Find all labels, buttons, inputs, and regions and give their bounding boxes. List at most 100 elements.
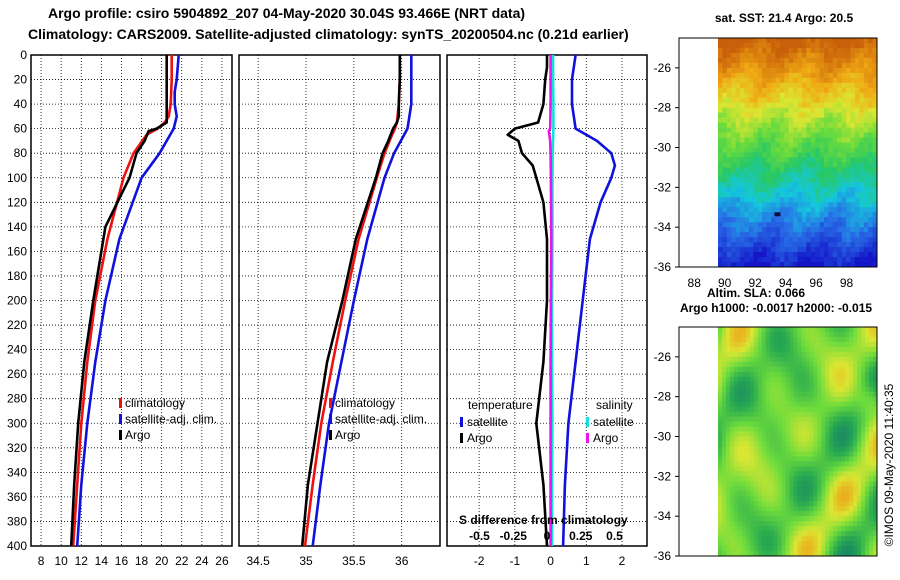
x-tick-label: 34.5	[246, 554, 270, 568]
sla-cell	[785, 501, 791, 507]
sla-cell	[781, 481, 787, 487]
sst-cell	[793, 92, 799, 99]
sst-cell	[806, 112, 812, 119]
sla-cell	[821, 451, 826, 458]
sla-cell	[777, 361, 783, 368]
sst-cell	[722, 107, 728, 114]
sst-cell	[850, 92, 856, 99]
sst-cell	[863, 222, 869, 228]
sla-cell	[837, 526, 842, 532]
sst-cell	[846, 172, 852, 178]
sst-cell	[757, 87, 763, 94]
sla-cell	[733, 356, 739, 363]
sst-cell	[824, 132, 830, 139]
sla-cell	[841, 516, 846, 522]
sst-cell	[863, 67, 869, 74]
sla-cell	[809, 446, 814, 453]
sst-cell	[771, 167, 777, 174]
sla-cell	[825, 541, 830, 547]
sla-cell	[801, 481, 807, 487]
depth-tick-label: 0	[20, 48, 27, 62]
sst-cell	[718, 262, 724, 267]
sst-cell	[837, 137, 843, 144]
sla-cell	[745, 331, 751, 338]
sla-cell	[837, 501, 842, 507]
sst-cell	[797, 102, 803, 109]
sla-cell	[789, 481, 795, 487]
sla-cell	[849, 341, 854, 348]
sla-cell	[753, 466, 759, 472]
sla-cell	[721, 366, 727, 373]
sla-cell	[761, 411, 767, 418]
sla-cell	[761, 401, 767, 408]
sst-cell	[832, 72, 838, 79]
sst-cell	[863, 117, 869, 124]
sst-cell	[824, 172, 830, 178]
sst-cell	[757, 237, 763, 243]
lat-tick-label: -26	[654, 350, 672, 364]
sla-cell	[745, 327, 751, 333]
sla-cell	[737, 471, 743, 477]
sst-cell	[832, 147, 838, 154]
sla-cell	[805, 401, 811, 408]
sst-cell	[775, 207, 781, 213]
sla-cell	[861, 451, 866, 458]
sla-cell	[741, 356, 747, 363]
sst-cell	[859, 187, 865, 193]
sst-cell	[850, 132, 856, 139]
sla-cell	[825, 501, 830, 507]
sst-cell	[731, 237, 737, 243]
sla-cell	[753, 327, 759, 333]
sst-cell	[775, 172, 781, 178]
sla-cell	[729, 331, 735, 338]
sla-cell	[729, 431, 735, 438]
sla-cell	[718, 536, 723, 542]
sla-cell	[841, 341, 846, 348]
sla-cell	[777, 521, 783, 527]
sst-cell	[726, 242, 732, 248]
sla-cell	[741, 436, 747, 443]
sla-cell	[861, 406, 866, 413]
sst-cell	[722, 122, 728, 129]
sla-cell	[769, 456, 775, 463]
sla-cell	[793, 461, 799, 467]
sla-cell	[718, 531, 723, 537]
sla-cell	[853, 426, 858, 433]
sst-cell	[841, 107, 847, 114]
sla-cell	[857, 376, 862, 383]
sst-cell	[784, 152, 790, 159]
sst-cell	[806, 142, 812, 149]
sla-cell	[841, 361, 846, 368]
sla-cell	[773, 381, 779, 388]
sst-cell	[753, 57, 759, 64]
sst-cell	[815, 62, 821, 69]
sla-cell	[741, 351, 747, 358]
sst-cell	[828, 182, 834, 188]
sla-cell	[749, 366, 755, 373]
sla-cell	[765, 346, 771, 353]
sla-cell	[829, 541, 834, 547]
sla-cell	[718, 361, 723, 368]
sla-cell	[761, 486, 767, 492]
sla-cell	[805, 466, 811, 472]
sst-cell	[740, 77, 746, 84]
sla-cell	[809, 541, 814, 547]
sst-cell	[828, 252, 834, 258]
sla-cell	[849, 426, 854, 433]
sla-cell	[741, 327, 747, 333]
sst-cell	[797, 117, 803, 124]
sla-cell	[757, 401, 763, 408]
sst-cell	[771, 52, 777, 59]
sst-cell	[784, 107, 790, 114]
sst-cell	[753, 197, 759, 203]
sst-cell	[819, 82, 825, 89]
sla-cell	[729, 406, 735, 413]
sla-cell	[745, 386, 751, 393]
sst-cell	[837, 107, 843, 114]
sst-cell	[757, 257, 763, 263]
sst-cell	[854, 222, 860, 228]
sst-cell	[868, 182, 874, 188]
sla-cell	[817, 327, 822, 333]
sla-cell	[761, 361, 767, 368]
sst-cell	[859, 222, 865, 228]
